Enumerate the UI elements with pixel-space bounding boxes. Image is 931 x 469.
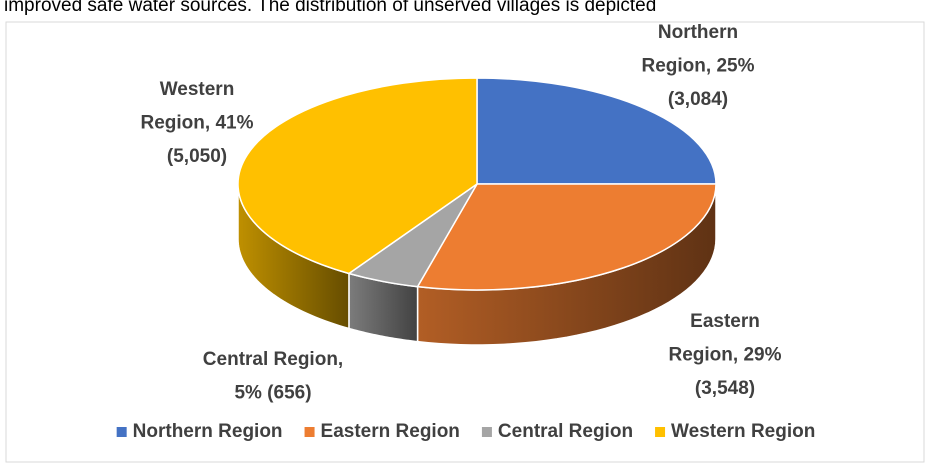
data-label: Region, 41% xyxy=(141,113,254,134)
data-label: Region, 29% xyxy=(669,345,782,366)
data-label: Central Region, xyxy=(203,349,343,370)
data-label: (5,050) xyxy=(167,146,227,167)
pie-slice xyxy=(416,183,717,291)
legend-swatch xyxy=(304,427,315,437)
data-label: Eastern xyxy=(690,311,760,332)
chart-border xyxy=(5,21,925,463)
data-label: Western xyxy=(160,79,235,100)
legend-label: Central Region xyxy=(498,421,633,442)
pie-slice xyxy=(476,77,717,185)
data-label: 5% (656) xyxy=(234,383,311,404)
legend-swatch xyxy=(116,427,127,437)
legend-label: Western Region xyxy=(671,421,815,442)
legend-swatch xyxy=(481,427,492,437)
caption: improved safe water sources. The distrib… xyxy=(4,0,656,16)
data-label: Northern xyxy=(658,22,738,43)
legend-swatch xyxy=(655,427,666,437)
data-label: Region, 25% xyxy=(642,56,755,77)
legend-label: Eastern Region xyxy=(321,421,460,442)
pie-slice xyxy=(237,77,478,275)
data-label: (3,548) xyxy=(695,378,755,399)
data-label: (3,084) xyxy=(668,89,728,110)
legend-label: Northern Region xyxy=(133,421,283,442)
